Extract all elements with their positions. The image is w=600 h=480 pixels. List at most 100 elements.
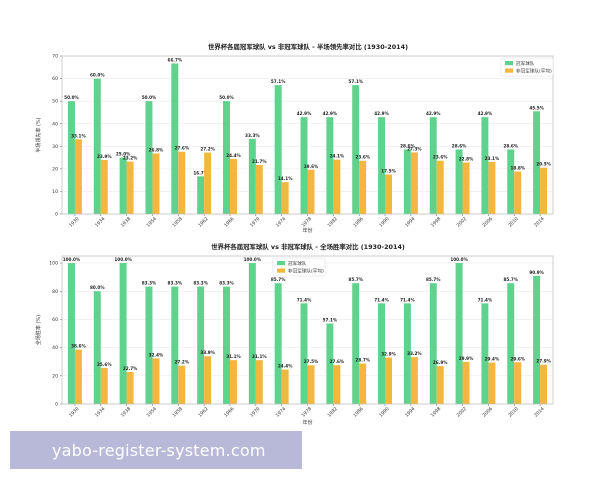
champion-bar bbox=[248, 263, 256, 404]
champion-bar bbox=[222, 286, 230, 404]
data-label: 42.9% bbox=[323, 111, 338, 116]
champion-bar bbox=[300, 117, 308, 214]
chart-full-match-win-rate: 世界杯各届冠军球队 vs 非冠军球队 - 全场胜率对比 (1930-2014) … bbox=[35, 242, 554, 426]
data-label: 26.8% bbox=[149, 148, 164, 153]
data-label: 100.0% bbox=[114, 257, 132, 262]
y-tick-label: 20 bbox=[52, 373, 58, 379]
y-tick-label: 10 bbox=[52, 189, 58, 195]
data-label: 21.7% bbox=[252, 159, 267, 164]
nonchampion-bar bbox=[178, 151, 186, 214]
data-label: 33.9% bbox=[200, 350, 215, 355]
x-tick-label: 2002 bbox=[456, 216, 469, 229]
champion-bar bbox=[352, 283, 360, 404]
champion-bar bbox=[429, 283, 437, 404]
nonchampion-bar bbox=[204, 356, 212, 404]
y-axis-label: 全场胜率 (%) bbox=[35, 315, 42, 345]
data-label: 85.7% bbox=[348, 277, 363, 282]
champion-bar bbox=[481, 303, 489, 404]
data-label: 25.6% bbox=[97, 362, 112, 367]
champion-bar bbox=[481, 117, 489, 214]
champion-bar bbox=[378, 303, 386, 404]
nonchampion-bar bbox=[514, 362, 522, 404]
y-tick-label: 60 bbox=[52, 317, 58, 323]
nonchampion-bar bbox=[488, 362, 496, 404]
champion-bar bbox=[67, 263, 75, 404]
data-label: 100.0% bbox=[244, 257, 262, 262]
data-label: 27.9% bbox=[536, 359, 551, 364]
x-axis-label: 年份 bbox=[302, 419, 312, 426]
x-tick-label: 1978 bbox=[301, 216, 314, 229]
x-tick-label: 1990 bbox=[378, 406, 391, 419]
data-label: 24.1% bbox=[330, 154, 345, 159]
nonchampion-bar bbox=[514, 171, 522, 214]
data-label: 50.0% bbox=[219, 95, 234, 100]
x-tick-label: 1930 bbox=[68, 406, 81, 419]
x-tick-label: 2014 bbox=[533, 406, 546, 419]
nonchampion-bar bbox=[359, 363, 367, 404]
data-label: 32.4% bbox=[149, 352, 164, 357]
data-label: 85.7% bbox=[426, 277, 441, 282]
data-label: 27.6% bbox=[175, 146, 190, 151]
y-tick-label: 20 bbox=[52, 166, 58, 172]
data-label: 28.7% bbox=[355, 358, 370, 363]
data-label: 26.9% bbox=[433, 360, 448, 365]
x-tick-label: 1982 bbox=[326, 216, 339, 229]
nonchampion-bar bbox=[74, 349, 82, 404]
data-label: 25.0% bbox=[116, 152, 131, 157]
nonchampion-bar bbox=[126, 372, 134, 404]
x-tick-label: 1938 bbox=[120, 216, 133, 229]
x-axis-label: 年份 bbox=[302, 227, 312, 234]
x-tick-label: 1998 bbox=[430, 216, 443, 229]
champion-bar bbox=[326, 323, 334, 404]
nonchampion-bar bbox=[410, 152, 418, 214]
data-label: 23.6% bbox=[355, 155, 370, 160]
x-tick-label: 1970 bbox=[249, 216, 262, 229]
x-tick-label: 1994 bbox=[404, 406, 417, 419]
data-label: 14.1% bbox=[278, 176, 293, 181]
nonchampion-bar bbox=[462, 162, 470, 214]
data-label: 38.6% bbox=[71, 344, 86, 349]
data-label: 27.6% bbox=[330, 359, 345, 364]
data-label: 22.7% bbox=[123, 366, 138, 371]
data-label: 33.3% bbox=[245, 133, 260, 138]
data-label: 57.1% bbox=[323, 318, 338, 323]
legend-label: 冠军球队 bbox=[516, 60, 535, 67]
data-label: 33.1% bbox=[71, 133, 86, 138]
nonchampion-bar bbox=[229, 158, 237, 214]
champion-bar bbox=[403, 303, 411, 404]
champion-bar bbox=[197, 286, 205, 404]
plot-frame bbox=[61, 55, 554, 215]
nonchampion-bar bbox=[436, 160, 444, 214]
data-label: 60.0% bbox=[90, 73, 105, 78]
champion-bar bbox=[222, 101, 230, 214]
chart-halftime-lead-rate: 世界杯各届冠军球队 vs 非冠军球队 - 半场领先率对比 (1930-2014)… bbox=[35, 42, 554, 234]
nonchampion-bar bbox=[307, 365, 315, 404]
data-label: 57.1% bbox=[348, 79, 363, 84]
data-label: 83.3% bbox=[142, 281, 157, 286]
data-label: 29.4% bbox=[485, 357, 500, 362]
x-tick-label: 2010 bbox=[507, 406, 520, 419]
legend-swatch bbox=[505, 68, 513, 73]
data-label: 45.5% bbox=[529, 105, 544, 110]
chart-title: 世界杯各届冠军球队 vs 非冠军球队 - 半场领先率对比 (1930-2014) bbox=[208, 42, 408, 51]
watermark-text: yabo-register-system.com bbox=[52, 440, 266, 460]
legend-label: 非冠军球队(平均) bbox=[516, 67, 552, 74]
data-label: 18.8% bbox=[510, 166, 525, 171]
data-label: 71.4% bbox=[297, 297, 312, 302]
champion-bar bbox=[300, 303, 308, 404]
x-tick-label: 1986 bbox=[352, 406, 365, 419]
x-tick-label: 2002 bbox=[456, 406, 469, 419]
data-label: 23.9% bbox=[97, 154, 112, 159]
y-tick-label: 70 bbox=[52, 54, 58, 60]
data-label: 66.7% bbox=[168, 57, 183, 62]
data-label: 100.0% bbox=[63, 257, 81, 262]
champion-bar bbox=[403, 149, 411, 214]
y-tick-label: 0 bbox=[55, 212, 58, 218]
y-tick-label: 50 bbox=[52, 99, 58, 105]
champion-bar bbox=[119, 157, 127, 214]
data-label: 23.2% bbox=[123, 156, 138, 161]
champion-bar bbox=[67, 101, 75, 214]
data-label: 27.2% bbox=[200, 147, 215, 152]
data-label: 50.0% bbox=[64, 95, 79, 100]
